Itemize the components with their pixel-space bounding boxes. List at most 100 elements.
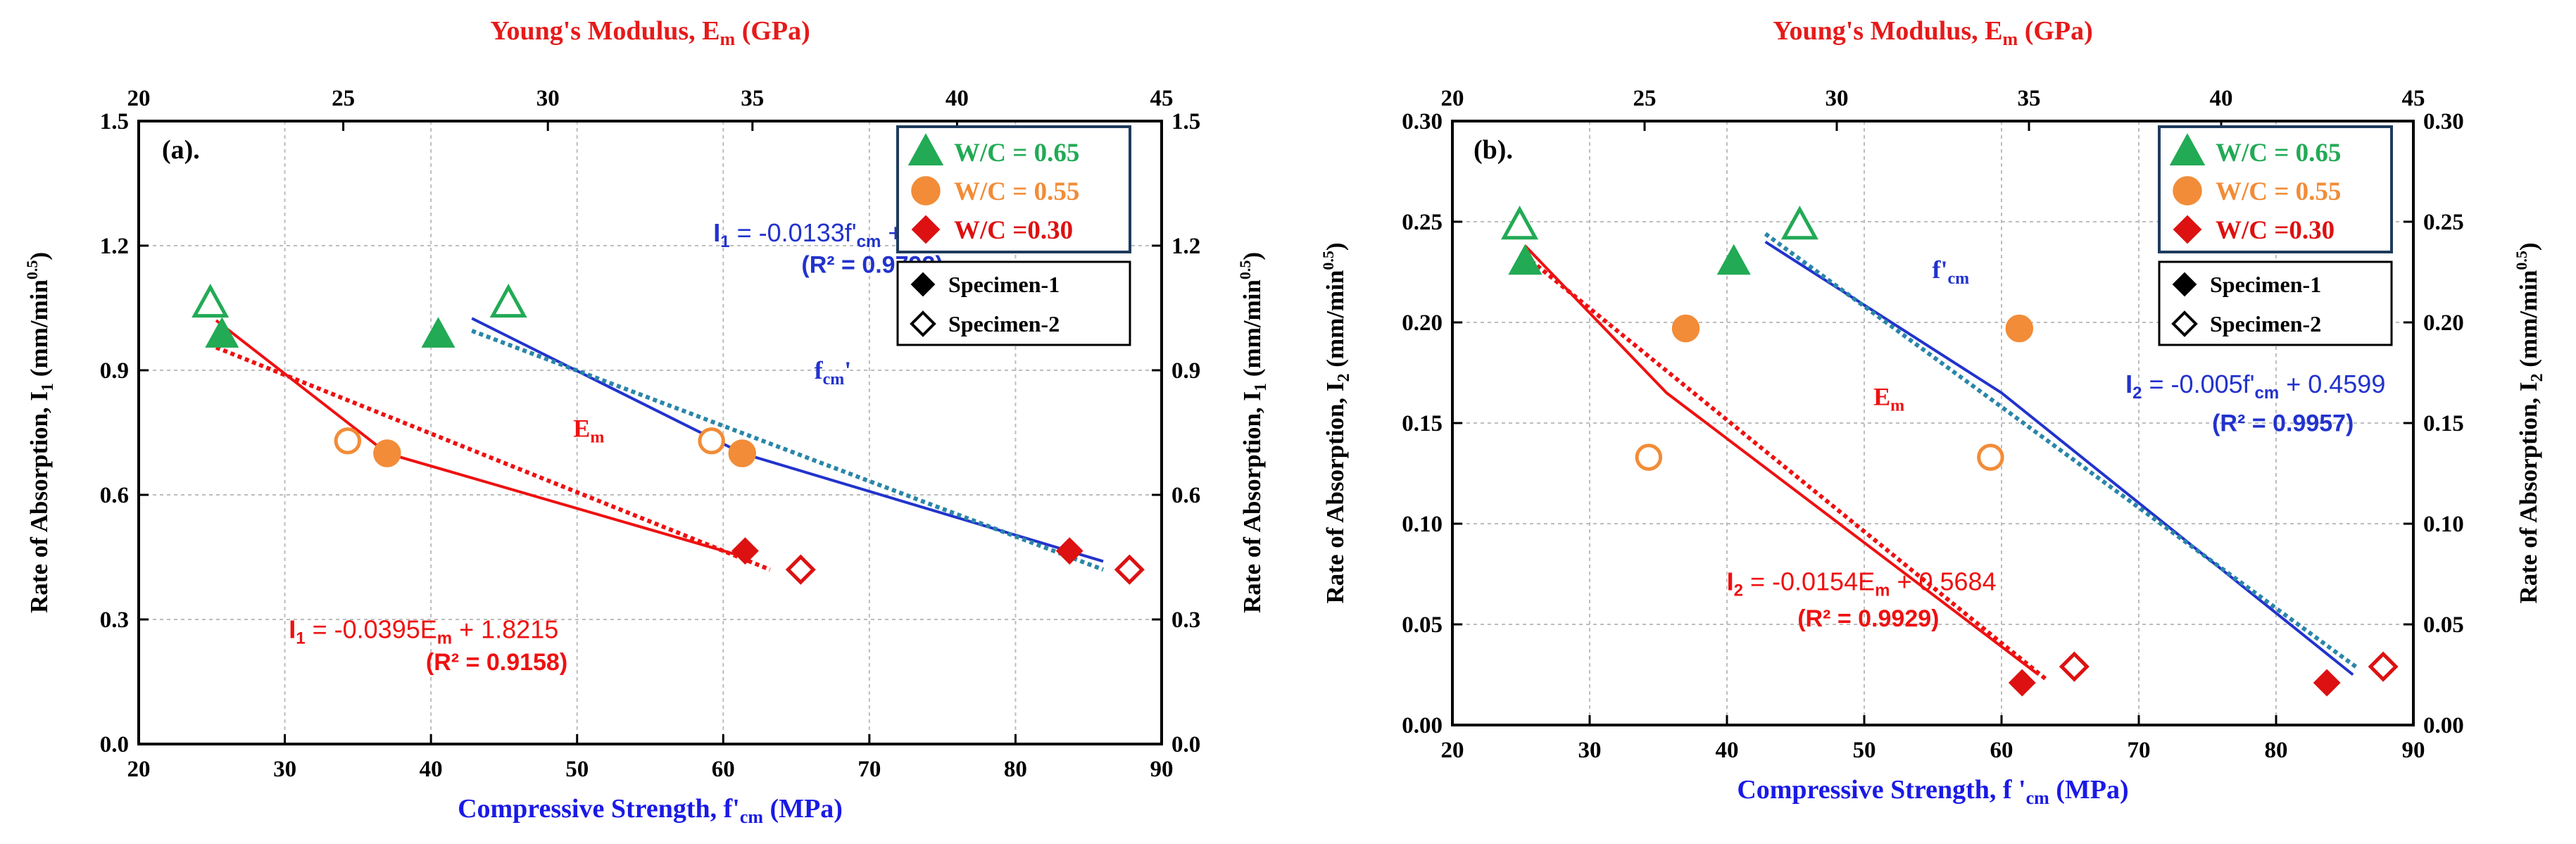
y-axis-title-right: Rate of Absorption, I1 (mm/min0.5) (1236, 252, 1270, 613)
top-axis-title: Young's Modulus, Em (GPa) (1773, 16, 2093, 49)
legend-specimen: Specimen-1 Specimen-2 (896, 260, 1131, 346)
y-tick-label-right: 1.5 (1171, 109, 1200, 134)
annotation-main: f (815, 356, 824, 384)
legend-specimen-marker (2172, 272, 2197, 297)
legend-specimen-marker (910, 310, 936, 337)
x-tick-label: 30 (273, 757, 296, 782)
x-axis-title-tail: (MPa) (2049, 775, 2129, 805)
y-tick-label: 0.05 (1402, 612, 1443, 638)
annotation-tail: = -0.005f' (2142, 370, 2255, 398)
annotation-tail: ' (844, 356, 851, 384)
y-tick-label: 0.0 (100, 732, 129, 757)
x-tick-label: 30 (1578, 738, 1602, 763)
y-axis-title-right-main: Rate of Absorption, I (2515, 382, 2542, 603)
annotation-sub: cm (1948, 270, 1970, 288)
annotation-sub2: cm (2255, 384, 2280, 403)
y-tick-label-right: 0.0 (1171, 732, 1200, 757)
annotation: f'cm (1933, 256, 1970, 288)
y-tick-label: 0.10 (1402, 512, 1443, 537)
y-axis-title-left-tail: (mm/min (1321, 270, 1349, 374)
data-point-circle (1977, 443, 2004, 471)
data-line (471, 317, 1104, 563)
annotation-tail: = -0.0133f' (730, 218, 857, 247)
y-axis-title-left-main: Rate of Absorption, I (25, 391, 53, 613)
annotation-tail2: + 0.5684 (1890, 567, 1996, 596)
top-tick-label: 25 (1633, 86, 1657, 111)
y-tick-label: 0.30 (1402, 109, 1443, 134)
x-axis-title-main: Compressive Strength, f' (458, 794, 740, 824)
annotation-main: (R² = 0.9929) (1797, 605, 1939, 632)
panel-a-chart: 20 30 40 50 60 70 80 90 20 25 30 35 40 45 0.0 0.0 0.3 0.3… (23, 16, 1270, 827)
panel-b-chart: 20 30 40 50 60 70 80 90 20 25 30 35 40 45 0.00 0.00 0.05… (1319, 16, 2546, 808)
top-tick-label: 30 (1826, 86, 1849, 111)
y-axis-title-left-sup: 0.5 (1319, 251, 1337, 270)
legend-specimen-box (2158, 260, 2393, 346)
data-point-diamond (2368, 651, 2399, 682)
x-tick-label: 60 (712, 757, 735, 782)
data-point-circle (373, 439, 401, 467)
legend-specimen-marker (2171, 310, 2198, 337)
annotation-main: I (1727, 567, 1734, 596)
annotation-sub2: cm (857, 232, 881, 251)
data-point-circle (1635, 443, 1663, 471)
y-axis-title-right-sub: 1 (1252, 383, 1270, 391)
annotation-main: E (573, 414, 590, 442)
plot-frame (137, 120, 1163, 745)
legend-wc-label: W/C = 0.55 (954, 177, 1079, 206)
x-axis-title-tail: (MPa) (763, 794, 843, 824)
x-tick-label: 50 (1853, 738, 1876, 763)
data-point-circle (728, 439, 756, 467)
y-axis-title-right-tail: (mm/min (1238, 279, 1266, 383)
y-axis-title-right-sub: 2 (2528, 373, 2546, 382)
x-tick-label: 80 (2265, 738, 2288, 763)
x-axis-title-main: Compressive Strength, f ' (1737, 775, 2025, 805)
data-point-diamond (1114, 554, 1145, 585)
annotation-sub: m (1890, 396, 1904, 415)
legend-diamond-marker (911, 215, 941, 244)
annotation-sub: cm (823, 370, 845, 389)
y-axis-title-left-end: ) (1321, 243, 1349, 251)
data-point-triangle (1508, 244, 1543, 275)
y-axis-title-left: Rate of Absorption, I2 (mm/min0.5) (1319, 243, 1353, 604)
legend-specimen-label: Specimen-2 (948, 311, 1060, 336)
annotation-main: I (2125, 370, 2132, 398)
y-tick-label-right: 0.30 (2423, 109, 2464, 134)
x-tick-label: 70 (857, 757, 881, 782)
y-axis-title-left-tail: (mm/min (25, 279, 53, 383)
data-point-circle (1671, 314, 1700, 343)
trend-line (1523, 254, 2047, 681)
annotation-tail: = -0.0154E (1743, 567, 1875, 596)
x-axis-title: Compressive Strength, f 'cm (MPa) (1737, 775, 2128, 808)
legend-circle-marker (911, 176, 941, 206)
legend-specimen-label: Specimen-1 (2210, 272, 2321, 297)
annotation-main: (R² = 0.9158) (426, 649, 567, 676)
legend-triangle-marker (907, 133, 944, 165)
legend-wc: W/C = 0.65 W/C = 0.55 W/C =0.30 (2158, 125, 2393, 253)
y-tick-label: 1.5 (100, 109, 129, 134)
y-axis-title-left: Rate of Absorption, I1 (mm/min0.5) (23, 252, 57, 613)
legend-circle-marker (2173, 176, 2202, 206)
annotation-sub2: m (1875, 581, 1890, 600)
x-axis-title-sub: cm (2026, 788, 2050, 808)
y-tick-label-right: 0.9 (1171, 358, 1200, 384)
annotation-tail2: + 0.4599 (2279, 370, 2385, 398)
data-point-circle (334, 427, 362, 455)
y-tick-label: 0.9 (100, 358, 129, 384)
legend-wc-label: W/C = 0.65 (2216, 139, 2341, 168)
annotation: Em (573, 414, 604, 446)
top-tick-label: 45 (1150, 86, 1174, 111)
data-line (215, 319, 746, 559)
x-tick-label: 60 (1990, 738, 2013, 763)
x-tick-label: 90 (1150, 757, 1174, 782)
data-point-triangle (1716, 244, 1751, 275)
legend-wc-label: W/C =0.30 (954, 216, 1073, 245)
x-tick-label: 40 (420, 757, 443, 782)
top-axis-title-main: Young's Modulus, E (490, 16, 720, 46)
data-point-diamond (731, 537, 759, 565)
y-tick-label: 0.3 (100, 607, 129, 633)
annotation-tail: = -0.0395E (306, 615, 437, 644)
top-axis-title-tail: (GPa) (735, 16, 810, 46)
data-point-triangle (1500, 206, 1539, 240)
legend-specimen-marker (910, 272, 936, 297)
